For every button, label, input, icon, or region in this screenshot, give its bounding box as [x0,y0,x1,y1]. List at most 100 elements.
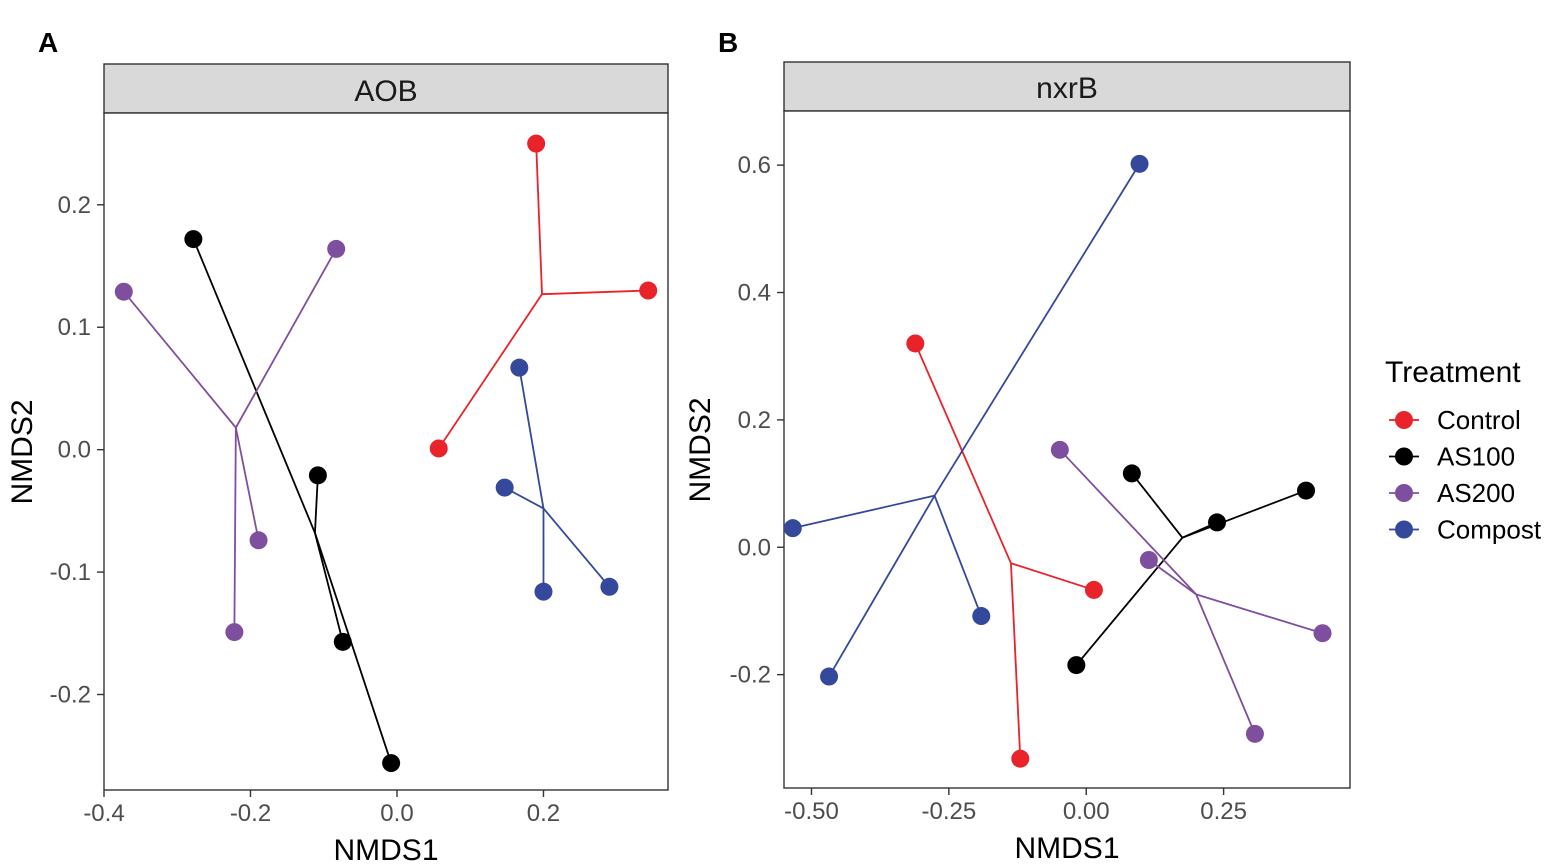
legend-item-compost: Compost [1389,515,1542,545]
panel-b-letter: B [718,27,738,58]
panel-a-spider-line [542,507,611,588]
panel-a: A AOB -0.4 -0.2 0.0 0.2 -0.2 -0.1 0.0 0.1 0.2 N… [6,27,669,867]
panel-a-point-as100 [333,632,352,651]
panel-a-series-control [429,134,658,458]
panel-a-point-as200 [225,623,244,642]
legend-key-dot [1395,484,1413,502]
panel-a-point-compost [495,478,514,497]
panel-a-point-as200 [327,239,346,258]
panel-a-spider-line [314,475,319,533]
panel-b-point-control [1084,580,1103,599]
panel-b-point-compost [820,667,839,686]
legend-label: AS200 [1437,478,1515,508]
panel-b-point-as100 [1208,513,1227,532]
panel-a-x-ticks: -0.4 -0.2 0.0 0.2 [83,790,560,827]
legend-label: Compost [1437,515,1542,545]
panel-a-point-control [639,281,658,300]
panel-b-x-ticks: -0.50 -0.25 0.00 0.25 [784,788,1247,825]
panel-b-point-compost [1130,154,1149,173]
legend-item-as100: AS100 [1389,442,1515,472]
panel-a-point-control [527,134,546,153]
panel-a-spider-line [518,367,545,509]
panel-a-point-compost [600,577,619,596]
panel-b-point-as100 [1122,464,1141,483]
panel-b-spider-line [1182,489,1307,539]
panel-b-strip-label: nxrB [1036,72,1098,105]
legend-key-dot [1395,411,1413,429]
panel-b-series [783,154,1332,768]
panel-a-spider-line [235,248,337,429]
panel-a-y-tick-label: 0.2 [58,192,91,219]
panel-a-series-as200 [114,239,346,642]
panel-a-spider-line [234,427,260,541]
panel-a-spider-line [233,427,237,633]
panel-b-series-control [906,334,1103,768]
legend-items: Control AS100 AS200 Compost [1389,405,1542,545]
panel-a-spider-line [123,291,237,429]
panel-b-spider-line [1010,562,1095,591]
panel-b-spider-line [1010,563,1022,759]
panel-a-spider-line [192,238,316,534]
panel-b-spider-line [1131,472,1184,539]
panel-b-x-tick-label: -0.25 [922,798,977,825]
panel-b-point-as100 [1067,656,1086,675]
panel-a-point-compost [534,582,553,601]
panel-b-spider-line [828,495,936,678]
panel-a-plot-area [103,112,669,791]
panel-b-point-as100 [1297,481,1316,500]
panel-b-spider-line [1148,559,1197,596]
panel-b-series-as100 [1067,464,1316,675]
panel-b-y-tick-label: -0.2 [730,662,771,689]
panel-a-point-compost [510,358,529,377]
panel-b-strip [783,61,1351,112]
panel-a-y-tick-label: -0.1 [50,559,91,586]
panel-a-point-control [429,439,448,458]
panel-b-spider-line [933,163,1141,497]
panel-a-x-tick-label: 0.0 [380,800,413,827]
panel-a-y-tick-label: -0.2 [50,682,91,709]
legend-key-dot [1395,520,1413,539]
panel-a-x-axis-title: NMDS1 [333,834,438,867]
panel-a-spider-line [314,532,392,764]
panel-b-y-axis-title: NMDS2 [684,397,717,502]
panel-a-x-tick-label: -0.2 [230,800,271,827]
panel-a-x-tick-label: 0.2 [527,800,560,827]
panel-b-y-tick-label: 0.2 [738,407,771,434]
panel-b-point-compost [972,607,991,626]
panel-a-series [114,134,658,773]
panel-b-spider-line [792,494,935,530]
panel-a-y-ticks: -0.2 -0.1 0.0 0.1 0.2 [50,192,104,709]
legend: Treatment Control AS100 AS200 Compost [1385,356,1542,545]
panel-a-spider-line [437,293,543,449]
panel-a-series-compost [495,358,619,601]
panel-b-spider-line [1195,593,1323,635]
panel-b-y-tick-label: 0.4 [738,280,771,307]
panel-b-spider-line [933,495,983,617]
legend-item-as200: AS200 [1389,478,1515,508]
panel-b-spider-line [1075,537,1184,666]
panel-b-point-as200 [1139,550,1158,569]
panel-a-y-tick-label: 0.0 [58,437,91,464]
legend-key-dot [1395,447,1413,466]
panel-b-point-control [1011,749,1030,768]
panel-b-spider-line [1059,449,1197,596]
legend-label: AS100 [1437,442,1515,472]
panel-b-y-tick-label: 0.6 [738,152,771,179]
panel-b-point-control [906,334,925,353]
panel-a-strip [103,63,669,114]
panel-b-y-ticks: -0.2 0.0 0.2 0.4 0.6 [730,152,784,689]
panel-b-series-compost [783,154,1149,686]
legend-title: Treatment [1385,356,1521,389]
panel-a-point-as100 [184,230,203,249]
panel-a-point-as200 [114,282,133,301]
panel-a-point-as100 [382,754,401,773]
panel-b-point-as200 [1313,624,1332,643]
panel-a-spider-line [314,532,344,643]
panel-b-series-as200 [1050,440,1332,743]
panel-a-point-as100 [308,466,327,485]
panel-b-spider-line [1195,594,1256,735]
legend-item-control: Control [1389,405,1521,435]
panel-b-point-compost [783,519,802,538]
panel-b-y-tick-label: 0.0 [738,534,771,561]
